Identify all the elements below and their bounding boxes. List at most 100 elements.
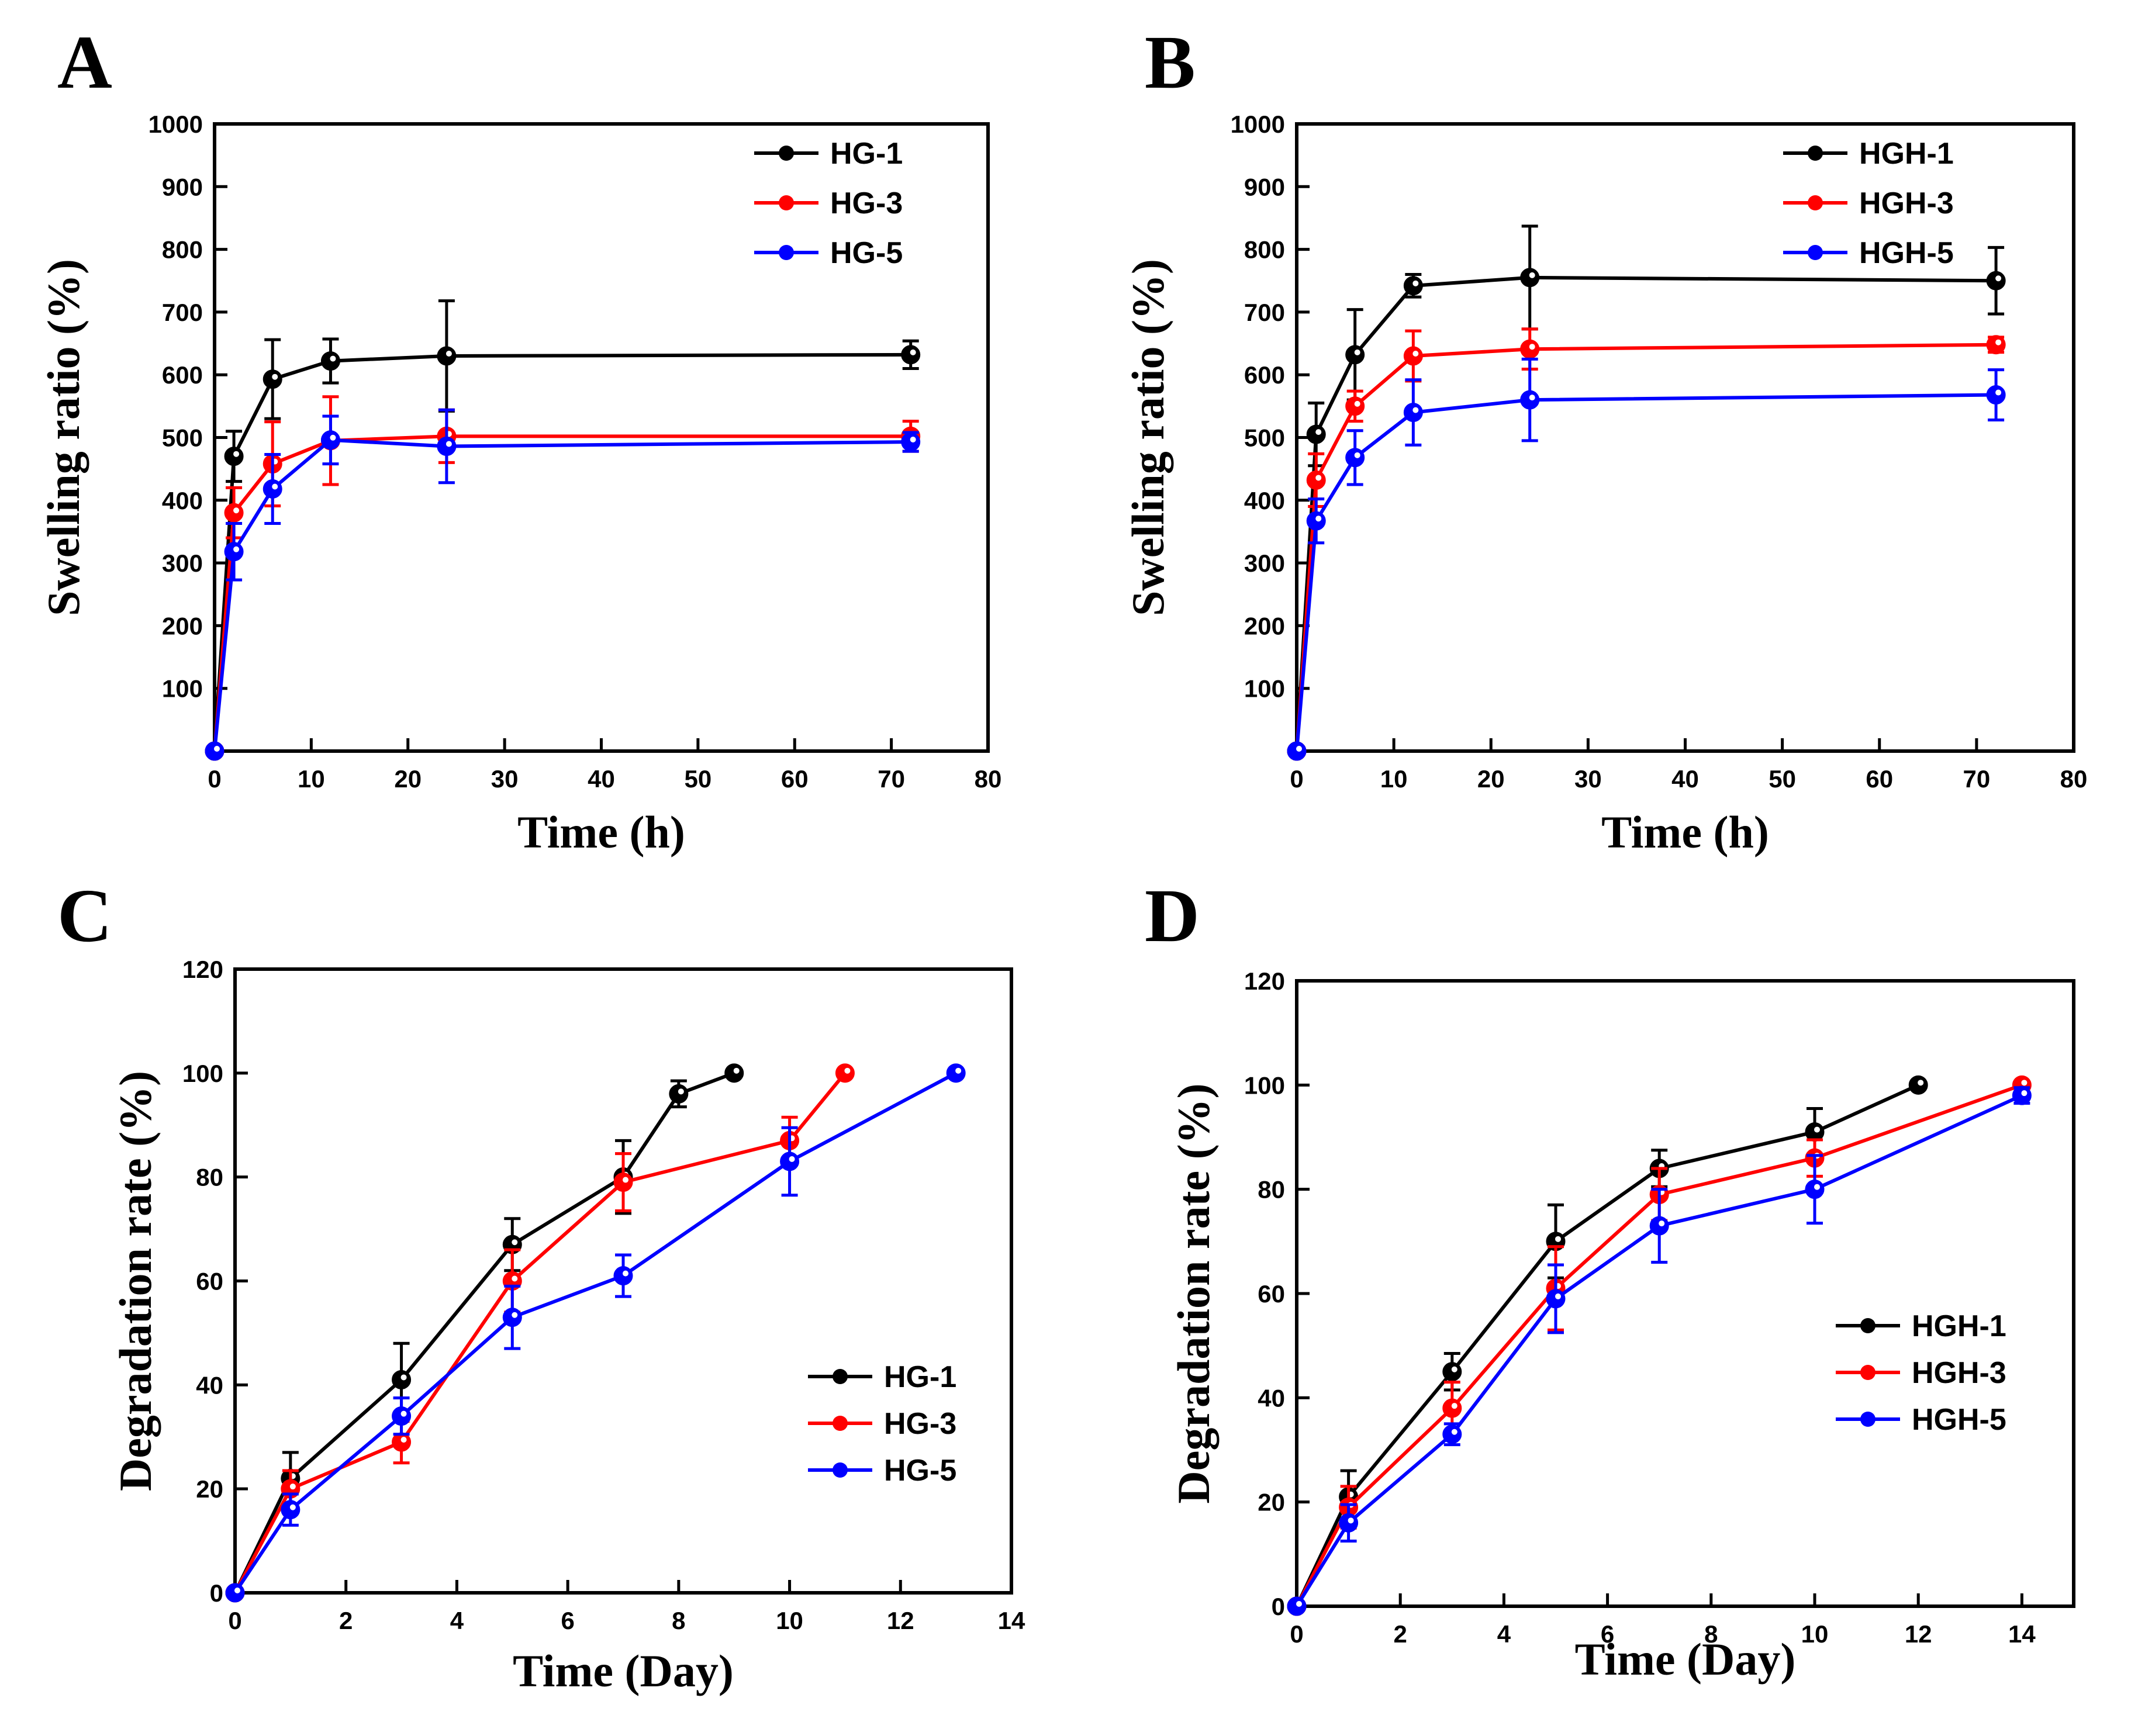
panel-d-legend-label-hgh-5: HGH-5 bbox=[1912, 1403, 2006, 1437]
panel-a-legend-label-hg-5: HG-5 bbox=[830, 236, 903, 270]
panel-c-legend-marker-hg-3 bbox=[833, 1416, 848, 1431]
panel-d-y-tick-label: 100 bbox=[1244, 1071, 1285, 1099]
panel-b-x-tick-label: 0 bbox=[1290, 765, 1303, 793]
panel-d-series-line-hgh-1 bbox=[1295, 1083, 1919, 1607]
panel-d-plot-frame bbox=[1295, 979, 2075, 1608]
panel-d-y-axis-title: Degradation rate (%) bbox=[1168, 1083, 1219, 1503]
panel-d-data-point-highlight bbox=[1555, 1293, 1561, 1299]
panel-a-x-tick-label: 10 bbox=[298, 765, 325, 793]
panel-a-data-point-highlight bbox=[272, 374, 278, 380]
panel-a-y-tick-label: 700 bbox=[162, 299, 203, 326]
panel-b-data-point-highlight bbox=[1995, 389, 2002, 396]
panel-a-data-point-hg-5 bbox=[224, 542, 244, 562]
panel-b-legend-label-hgh-1: HGH-1 bbox=[1859, 137, 1954, 171]
panel-b-data-point-highlight bbox=[1296, 746, 1302, 752]
panel-a-data-point-highlight bbox=[272, 483, 278, 490]
panel-d-data-point-hgh-5 bbox=[1287, 1596, 1307, 1616]
panel-a-data-point-hg-1 bbox=[224, 447, 244, 466]
panel-c: C 0 2 4 6 8 10 12 14 0 20 40 60 80 100 120 Time (Day) Deg… bbox=[57, 874, 1025, 1696]
panel-c-data-point-hg-3 bbox=[835, 1063, 855, 1083]
panel-a-legend-marker-hg-3 bbox=[779, 195, 794, 210]
panel-a-legend-marker-hg-1 bbox=[779, 146, 794, 161]
panel-b-y-tick-label: 900 bbox=[1244, 173, 1285, 200]
panel-c-x-tick-label: 6 bbox=[561, 1607, 574, 1634]
panel-b-data-point-hgh-3 bbox=[1306, 470, 1326, 490]
panel-c-data-point-highlight bbox=[512, 1239, 518, 1246]
panel-b-legend-marker-hgh-1 bbox=[1808, 146, 1823, 161]
panel-b-legend-label-hgh-3: HGH-3 bbox=[1859, 186, 1954, 220]
panel-b-x-tick-label: 10 bbox=[1380, 765, 1408, 793]
panel-d-data-point-highlight bbox=[1451, 1366, 1457, 1372]
panel-d-data-point-highlight bbox=[1451, 1429, 1457, 1435]
panel-d-data-point-hgh-5 bbox=[1442, 1424, 1462, 1444]
panel-b-data-point-highlight bbox=[1354, 452, 1360, 458]
panel-c-x-tick-label: 4 bbox=[450, 1607, 464, 1634]
panel-c-legend-label-hg-3: HG-3 bbox=[884, 1407, 956, 1441]
panel-b-series-line-hgh-3 bbox=[1295, 343, 1997, 752]
panel-a-x-tick-label: 0 bbox=[208, 765, 221, 793]
panel-d-data-point-hgh-5 bbox=[1649, 1216, 1669, 1236]
panel-a-y-tick-label: 900 bbox=[162, 173, 203, 200]
panel-b-y-tick-label: 600 bbox=[1244, 361, 1285, 389]
panel-d-data-point-highlight bbox=[1659, 1220, 1665, 1227]
panel-a-data-point-highlight bbox=[445, 441, 452, 447]
panel-d-data-point-highlight bbox=[1451, 1403, 1457, 1409]
panel-c-data-point-hg-3 bbox=[613, 1173, 633, 1192]
panel-b-legend-marker-hgh-5 bbox=[1808, 245, 1823, 260]
panel-a-y-tick-label: 800 bbox=[162, 236, 203, 264]
panel-c-y-tick-label: 40 bbox=[196, 1371, 223, 1399]
panel-d-data-point-hgh-3 bbox=[1442, 1398, 1462, 1418]
panel-a-letter: A bbox=[57, 20, 112, 105]
panel-b-data-point-hgh-5 bbox=[1986, 385, 2006, 405]
panel-a-data-point-hg-5 bbox=[262, 479, 282, 499]
panel-a-legend-marker-hg-5 bbox=[779, 245, 794, 260]
panel-b-data-point-highlight bbox=[1412, 280, 1419, 286]
panel-a-x-tick-label: 50 bbox=[685, 765, 712, 793]
panel-a-data-point-hg-5 bbox=[901, 432, 921, 452]
panel-b-data-point-highlight bbox=[1412, 407, 1419, 413]
panel-c-y-tick-label: 20 bbox=[196, 1475, 223, 1503]
panel-a-data-point-highlight bbox=[214, 746, 220, 752]
panel-c-x-tick-label: 8 bbox=[672, 1607, 685, 1634]
panel-a-y-tick-label: 200 bbox=[162, 612, 203, 639]
panel-a-data-point-highlight bbox=[910, 349, 916, 355]
panel-b-data-point-hgh-5 bbox=[1403, 403, 1423, 423]
panel-b-letter: B bbox=[1145, 20, 1196, 105]
panel-a-legend-label-hg-1: HG-1 bbox=[830, 137, 903, 171]
panel-c-legend-marker-hg-5 bbox=[833, 1462, 848, 1478]
panel-a-data-point-hg-1 bbox=[262, 369, 282, 389]
panel-b-data-point-highlight bbox=[1529, 395, 1535, 401]
panel-c-data-point-highlight bbox=[955, 1067, 962, 1074]
panel-b-legend-label-hgh-5: HGH-5 bbox=[1859, 236, 1954, 270]
panel-d-y-tick-label: 80 bbox=[1258, 1176, 1285, 1204]
panel-d-x-tick-label: 2 bbox=[1394, 1620, 1407, 1648]
panel-b-data-point-highlight bbox=[1995, 339, 2002, 345]
panel-a-data-point-hg-1 bbox=[437, 346, 457, 366]
panel-b-x-tick-label: 50 bbox=[1769, 765, 1796, 793]
panel-a-x-tick-label: 40 bbox=[588, 765, 615, 793]
panel-c-data-point-highlight bbox=[623, 1270, 628, 1277]
panel-d-data-point-hgh-5 bbox=[1339, 1513, 1359, 1533]
panel-c-letter: C bbox=[57, 874, 112, 958]
panel-c-x-tick-label: 10 bbox=[776, 1607, 803, 1634]
panel-c-series-line-hg-5 bbox=[233, 1071, 957, 1594]
panel-b-data-point-hgh-1 bbox=[1520, 268, 1540, 288]
panel-a-x-axis-title: Time (h) bbox=[517, 807, 685, 857]
panel-d-legend-label-hgh-1: HGH-1 bbox=[1912, 1309, 2006, 1343]
panel-b-y-tick-label: 700 bbox=[1244, 299, 1285, 326]
panel-c-data-point-highlight bbox=[512, 1275, 518, 1282]
panel-c-series-line-hg-3 bbox=[233, 1071, 847, 1594]
panel-b-y-tick-label: 800 bbox=[1244, 236, 1285, 264]
panel-c-y-tick-label: 0 bbox=[210, 1579, 223, 1607]
panel-d-legend-marker-hgh-1 bbox=[1860, 1318, 1876, 1333]
panel-d-legend-label-hgh-3: HGH-3 bbox=[1912, 1356, 2006, 1390]
panel-b-series-line-hgh-5 bbox=[1295, 393, 1997, 752]
panel-d-data-point-hgh-1 bbox=[1908, 1075, 1928, 1095]
panel-a-y-axis-title: Swelling ratio (%) bbox=[38, 259, 89, 616]
panel-b-data-point-highlight bbox=[1412, 351, 1419, 357]
panel-c-data-point-hg-1 bbox=[392, 1370, 412, 1389]
panel-b-legend-marker-hgh-3 bbox=[1808, 195, 1823, 210]
panel-d-legend-marker-hgh-5 bbox=[1860, 1412, 1876, 1427]
panel-c-data-point-highlight bbox=[289, 1483, 296, 1490]
panel-a-data-point-hg-5 bbox=[205, 741, 224, 761]
